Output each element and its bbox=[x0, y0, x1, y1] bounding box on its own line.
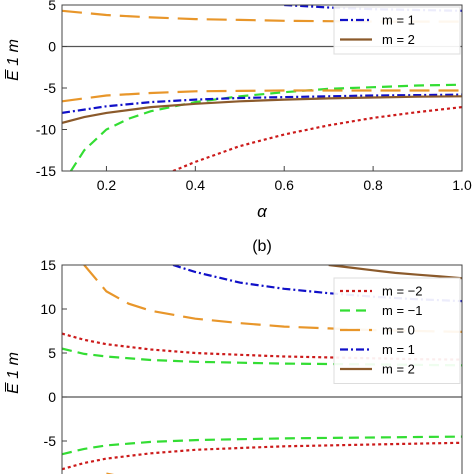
series-line bbox=[62, 332, 462, 361]
x-tick-label: 0.8 bbox=[363, 177, 383, 193]
series-line bbox=[62, 441, 462, 471]
x-tick-label: 0.2 bbox=[97, 177, 117, 193]
panel-a-legend: m = 1 m = 2 bbox=[333, 6, 461, 55]
panel-a-chart: -15 -10 -5 0 5 0.2 0.4 0.6 0.8 1.0 α E̅ 1 m m = 1… bbox=[4, 0, 472, 221]
panel-b-legend: m = −2 m = −1 m = 0 m = 1 m = 2 bbox=[333, 277, 461, 384]
y-tick-label: 5 bbox=[48, 0, 56, 13]
x-tick-label: 0.4 bbox=[186, 177, 206, 193]
legend-label: m = 0 bbox=[382, 323, 415, 338]
y-tick-label: 0 bbox=[48, 39, 56, 55]
legend-label: m = 2 bbox=[382, 32, 415, 47]
series-line bbox=[328, 265, 462, 280]
legend-box bbox=[333, 6, 461, 55]
y-tick-label: 0 bbox=[48, 389, 56, 405]
series-line bbox=[62, 435, 462, 456]
panel-b-label: (b) bbox=[252, 238, 272, 255]
legend-label: m = 1 bbox=[382, 13, 415, 28]
x-tick-label: 0.6 bbox=[274, 177, 294, 193]
y-tick-label: -5 bbox=[44, 80, 57, 96]
panel-b-ylabel: E̅ 1 m bbox=[4, 352, 22, 394]
panel-a-ticks: -15 -10 -5 0 5 0.2 0.4 0.6 0.8 1.0 bbox=[36, 0, 472, 193]
series-line bbox=[69, 83, 462, 171]
y-tick-label: 15 bbox=[40, 257, 56, 273]
x-tick-label: 1.0 bbox=[452, 177, 472, 193]
series-line bbox=[172, 106, 462, 171]
panel-b-frame bbox=[61, 264, 463, 474]
legend-label: m = −1 bbox=[382, 303, 422, 318]
y-tick-label: 10 bbox=[40, 301, 56, 317]
y-tick-label: -15 bbox=[36, 163, 56, 179]
legend-label: m = −2 bbox=[382, 284, 422, 299]
legend-label: m = 2 bbox=[382, 362, 415, 377]
series-line bbox=[62, 95, 462, 124]
panel-a-xlabel: α bbox=[257, 202, 268, 221]
y-tick-label: -5 bbox=[44, 433, 57, 449]
series-line bbox=[62, 89, 462, 103]
panel-a-ylabel: E̅ 1 m bbox=[4, 39, 22, 81]
y-tick-label: -10 bbox=[36, 122, 56, 138]
series-line bbox=[62, 93, 462, 114]
legend-label: m = 1 bbox=[382, 342, 415, 357]
y-tick-label: 5 bbox=[48, 345, 56, 361]
